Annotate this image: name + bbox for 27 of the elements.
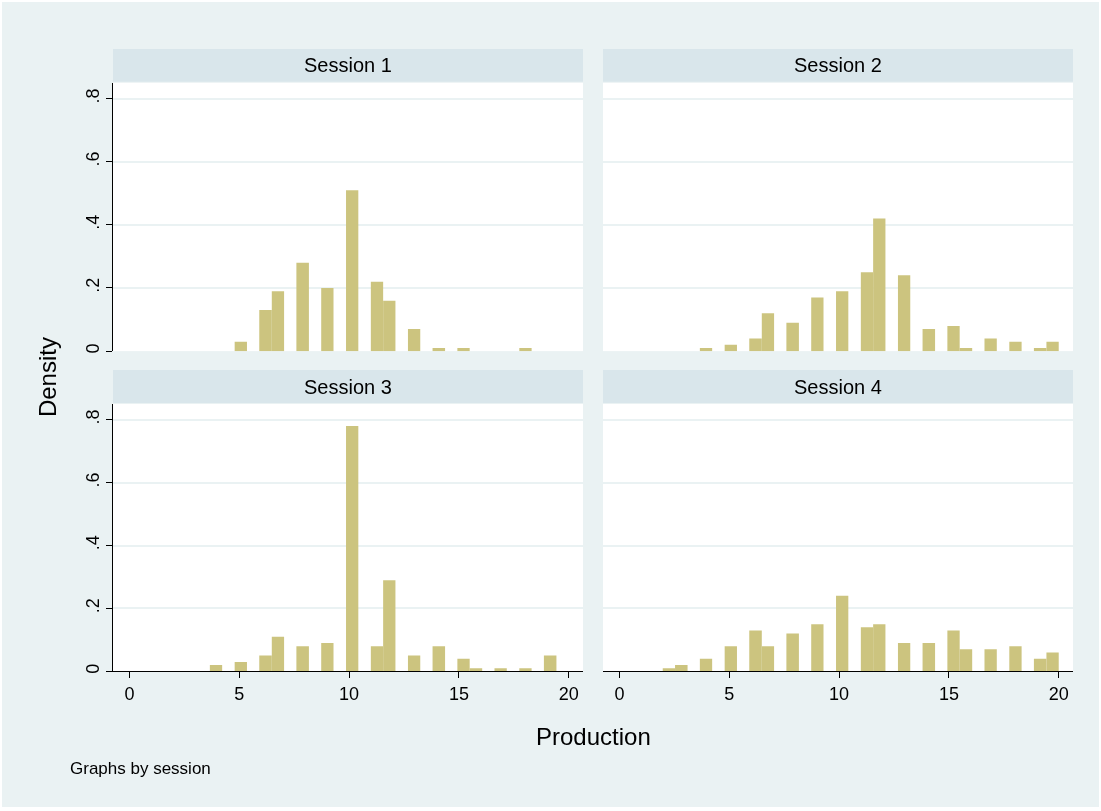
x-tick-label: 0	[124, 683, 135, 704]
y-tick-label: 0	[82, 343, 103, 354]
y-tick-label: .8	[82, 88, 103, 104]
chart-title: Session 1	[304, 54, 392, 76]
x-tick-label: 0	[614, 683, 625, 704]
x-tick-label: 10	[829, 683, 850, 704]
y-tick-label: .2	[82, 598, 103, 614]
chart-title: Session 2	[794, 54, 882, 76]
y-tick-label: .8	[82, 409, 103, 425]
x-tick-label: 20	[558, 683, 579, 704]
y-tick-label: .4	[82, 535, 103, 551]
y-tick-label: .6	[82, 472, 103, 488]
x-tick-label: 15	[448, 683, 469, 704]
y-tick-label: .6	[82, 151, 103, 167]
y-tick-label: .2	[82, 277, 103, 293]
x-tick-label: 15	[938, 683, 959, 704]
x-tick-label: 10	[339, 683, 360, 704]
x-axis-title: Production	[536, 723, 651, 750]
chart-title: Session 4	[794, 376, 882, 398]
chart-title: Session 3	[304, 376, 392, 398]
y-tick-label: .4	[82, 214, 103, 230]
text: Graphs by session	[70, 759, 211, 778]
y-axis-title: Density	[33, 337, 61, 418]
x-tick-label: 5	[724, 683, 735, 704]
y-tick-label: 0	[82, 663, 103, 674]
x-tick-label: 20	[1048, 683, 1069, 704]
x-tick-label: 5	[234, 683, 245, 704]
